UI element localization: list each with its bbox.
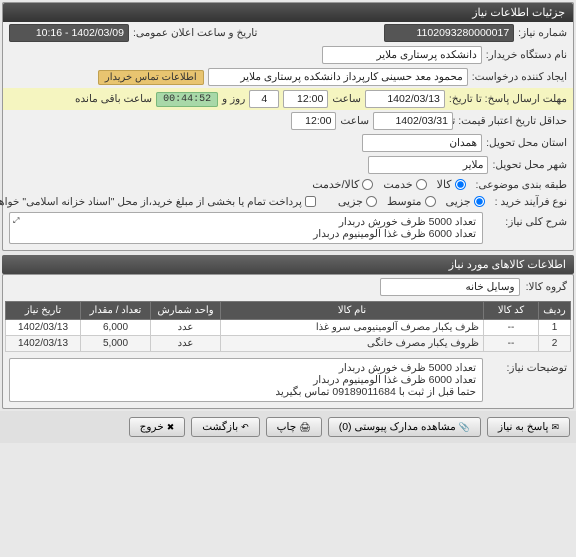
- col-code: کد کالا: [484, 302, 539, 320]
- col-row: ردیف: [539, 302, 571, 320]
- deadline-time-field: 12:00: [283, 90, 328, 108]
- exit-button[interactable]: ✖ خروج: [129, 417, 186, 437]
- province-field: همدان: [362, 134, 482, 152]
- table-cell: 2: [539, 336, 571, 352]
- table-row[interactable]: 1--ظرف یکبار مصرف آلومینیومی سرو غذاعدد6…: [6, 320, 571, 336]
- reply-icon: ✉: [551, 422, 559, 433]
- proc-medium-radio[interactable]: متوسط: [387, 195, 436, 208]
- col-name: نام کالا: [221, 302, 484, 320]
- items-panel: گروه کالا: وسایل خانه ردیف کد کالا نام ک…: [2, 274, 574, 409]
- group-field: وسایل خانه: [380, 278, 520, 296]
- province-label: استان محل تحویل:: [486, 137, 567, 149]
- remain-label: ساعت باقی مانده: [75, 93, 152, 105]
- print-icon: 🖨: [299, 422, 310, 433]
- time-label-1: ساعت: [332, 93, 361, 105]
- notes-line-3: حتما قبل از ثبت با 09189011684 تماس بگیر…: [16, 386, 476, 398]
- proc-small-radio[interactable]: جزیی: [446, 195, 485, 208]
- exit-icon: ✖: [167, 422, 175, 433]
- reply-button[interactable]: ✉ پاسخ به نیاز: [487, 417, 570, 437]
- table-cell: 1: [539, 320, 571, 336]
- items-table: ردیف کد کالا نام کالا واحد شمارش تعداد /…: [5, 301, 571, 352]
- cat-both-radio[interactable]: کالا/خدمت: [312, 178, 373, 191]
- col-date: تاریخ نیاز: [6, 302, 81, 320]
- panel-title: جزئیات اطلاعات نیاز: [3, 3, 573, 22]
- contact-buyer-link[interactable]: اطلاعات تماس خریدار: [98, 70, 204, 85]
- attachment-icon: 📎: [459, 422, 470, 433]
- deadline-label: مهلت ارسال پاسخ: تا تاریخ:: [449, 93, 567, 105]
- items-header: اطلاعات کالاهای مورد نیاز: [2, 255, 574, 274]
- table-cell: عدد: [151, 336, 221, 352]
- action-bar: ✉ پاسخ به نیاز 📎 مشاهده مدارک پیوستی (0)…: [0, 411, 576, 443]
- col-qty: تعداد / مقدار: [81, 302, 151, 320]
- table-cell: 5,000: [81, 336, 151, 352]
- deadline-row: مهلت ارسال پاسخ: تا تاریخ: 1402/03/13 سا…: [3, 88, 573, 110]
- table-row[interactable]: 2--ظروف یکبار مصرف خانگیعدد5,0001402/03/…: [6, 336, 571, 352]
- back-icon: ↶: [241, 422, 249, 433]
- announce-label: تاریخ و ساعت اعلان عمومی:: [133, 27, 257, 39]
- category-label: طبقه بندی موضوعی:: [476, 179, 567, 191]
- countdown-timer: 00:44:52: [156, 92, 218, 107]
- group-label: گروه کالا:: [526, 281, 567, 293]
- proc-large-radio[interactable]: جزیی: [338, 195, 377, 208]
- need-number-label: شماره نیاز:: [518, 27, 567, 39]
- desc-line-2: تعداد 6000 ظرف غذا آلومینیوم دربدار: [16, 228, 476, 240]
- buyer-label: نام دستگاه خریدار:: [486, 49, 567, 61]
- validity-time-field: 12:00: [291, 112, 336, 130]
- payment-checkbox[interactable]: پرداخت تمام یا بخشی از مبلغ خرید،از محل …: [0, 196, 316, 208]
- table-cell: 6,000: [81, 320, 151, 336]
- city-label: شهر محل تحویل:: [492, 159, 567, 171]
- time-label-2: ساعت: [340, 115, 369, 127]
- need-number-field: 1102093280000017: [384, 24, 514, 42]
- requester-field: محمود معد حسینی کارپرداز دانشکده پرستاری…: [208, 68, 468, 86]
- back-button[interactable]: ↶ بازگشت: [191, 417, 259, 437]
- city-field: ملایر: [368, 156, 488, 174]
- table-cell: 1402/03/13: [6, 320, 81, 336]
- announce-field: 1402/03/09 - 10:16: [9, 24, 129, 42]
- table-cell: ظرف یکبار مصرف آلومینیومی سرو غذا: [221, 320, 484, 336]
- expand-icon[interactable]: ⤢: [13, 216, 19, 226]
- notes-line-1: تعداد 5000 ظرف خورش دربدار: [16, 362, 476, 374]
- process-label: نوع فرآیند خرید :: [495, 196, 567, 208]
- deadline-date-field: 1402/03/13: [365, 90, 445, 108]
- validity-label: حداقل تاریخ اعتبار قیمت: تا تاریخ:: [457, 115, 567, 127]
- days-field: 4: [249, 90, 279, 108]
- col-unit: واحد شمارش: [151, 302, 221, 320]
- cat-service-radio[interactable]: خدمت: [383, 178, 426, 191]
- attachments-button[interactable]: 📎 مشاهده مدارک پیوستی (0): [328, 417, 481, 437]
- need-details-panel: جزئیات اطلاعات نیاز شماره نیاز: 11020932…: [2, 2, 574, 251]
- table-cell: عدد: [151, 320, 221, 336]
- cat-goods-radio[interactable]: کالا: [437, 178, 466, 191]
- table-cell: --: [484, 320, 539, 336]
- notes-label: توضیحات نیاز:: [487, 358, 567, 374]
- table-cell: --: [484, 336, 539, 352]
- notes-box: تعداد 5000 ظرف خورش دربدار تعداد 6000 ظر…: [9, 358, 483, 402]
- desc-line-1: تعداد 5000 ظرف خورش دربدار: [16, 216, 476, 228]
- table-cell: 1402/03/13: [6, 336, 81, 352]
- description-box: ⤢ تعداد 5000 ظرف خورش دربدار تعداد 6000 …: [9, 212, 483, 244]
- print-button[interactable]: 🖨 چاپ: [266, 417, 322, 437]
- buyer-field: دانشکده پرستاری ملایر: [322, 46, 482, 64]
- desc-label: شرح کلی نیاز:: [487, 212, 567, 228]
- table-cell: ظروف یکبار مصرف خانگی: [221, 336, 484, 352]
- notes-line-2: تعداد 6000 ظرف غذا آلومینیوم دربدار: [16, 374, 476, 386]
- validity-date-field: 1402/03/31: [373, 112, 453, 130]
- requester-label: ایجاد کننده درخواست:: [472, 71, 567, 83]
- day-label: روز و: [222, 93, 245, 105]
